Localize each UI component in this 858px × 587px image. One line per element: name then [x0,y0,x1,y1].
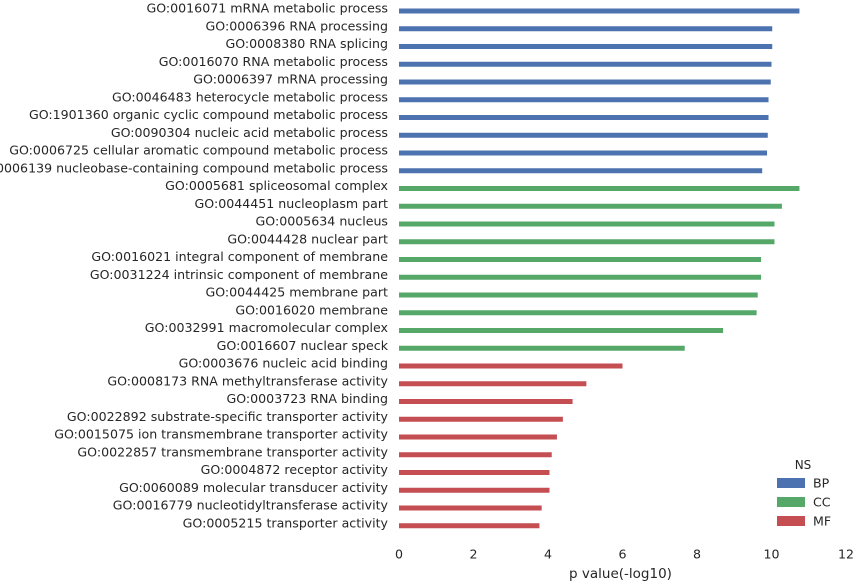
bar-mf [399,381,587,387]
category-label: GO:0032991 macromolecular complex [145,320,389,335]
bars [399,8,800,529]
bar-mf [399,434,557,440]
bar-cc [399,239,775,245]
bar-mf [399,363,623,369]
category-label: GO:0044451 nucleoplasm part [195,196,389,211]
category-label: GO:0016071 mRNA metabolic process [146,1,388,16]
bar-cc [399,328,724,333]
legend-label-cc: CC [813,495,831,510]
category-label: GO:0003676 nucleic acid binding [179,356,388,371]
category-label: GO:0046483 heterocycle metabolic process [112,89,388,104]
bar-cc [399,345,685,351]
bar-bp [399,8,800,14]
bar-cc [399,274,762,280]
category-label: GO:0044428 nuclear part [227,231,388,246]
category-label: GO:0015075 ion transmembrane transporter… [54,427,388,442]
category-label: GO:0006725 cellular aromatic compound me… [9,143,388,158]
x-tick-label: 2 [469,547,477,562]
category-label: GO:0044425 membrane part [205,285,388,300]
bar-bp [399,26,773,32]
category-label: GO:0006139 nucleobase-containing compoun… [0,160,388,175]
x-tick-label: 8 [693,547,701,562]
category-label: GO:0016021 integral component of membran… [91,249,388,264]
bar-cc [399,257,762,262]
x-tick-label: 0 [395,547,403,562]
x-tick-label: 10 [763,547,779,562]
bar-bp [399,97,769,103]
x-axis-title: p value(-log10) [569,566,672,582]
bar-mf [399,416,563,422]
category-label: GO:0090304 nucleic acid metabolic proces… [111,125,388,140]
bar-cc [399,292,758,298]
category-label: GO:0031224 intrinsic component of membra… [90,267,388,282]
bar-mf [399,487,550,493]
bar-cc [399,203,782,209]
category-labels: GO:0016071 mRNA metabolic process GO:0006… [0,1,389,531]
bar-bp [399,150,768,156]
bar-mf [399,399,573,404]
bar-bp [399,79,771,85]
category-label: GO:1901360 organic cyclic compound metab… [29,107,388,122]
bar-bp [399,132,768,138]
bar-mf [399,505,542,511]
x-tick-label: 12 [838,547,854,562]
bar-bp [399,115,769,120]
category-label: GO:0016070 RNA metabolic process [159,54,388,69]
x-axis: 0 2 4 6 8 10 12 [395,547,854,562]
bar-bp [399,61,772,67]
category-label: GO:0016607 nuclear speck [217,338,389,353]
legend-swatch-mf [777,516,805,526]
legend-title: NS [795,458,812,472]
bar-mf [399,470,550,475]
category-label: GO:0016020 membrane [235,302,388,317]
category-label: GO:0006396 RNA processing [206,18,388,33]
category-label: GO:0005215 transporter activity [183,515,389,530]
category-label: GO:0008173 RNA methyltransferase activit… [107,373,388,388]
category-label: GO:0060089 molecular transducer activity [119,480,388,495]
bar-cc [399,221,775,227]
bar-cc [399,310,757,316]
legend-swatch-bp [777,478,805,488]
category-label: GO:0022857 transmembrane transporter act… [77,444,388,459]
legend-label-mf: MF [813,514,831,529]
category-label: GO:0003723 RNA binding [226,391,388,406]
category-label: GO:0008380 RNA splicing [225,36,388,51]
legend-swatch-cc [777,497,805,507]
x-tick-label: 4 [544,547,552,562]
bar-bp [399,168,763,174]
bar-cc [399,186,800,191]
category-label: GO:0004872 receptor activity [201,462,389,477]
category-label: GO:0005681 spliceosomal complex [165,178,388,193]
category-label: GO:0016779 nucleotidyltransferase activi… [113,498,389,513]
bar-bp [399,44,773,49]
category-label: GO:0006397 mRNA processing [193,72,388,87]
bar-mf [399,452,552,458]
category-label: GO:0022892 substrate-specific transporte… [67,409,389,424]
category-label: GO:0005634 nucleus [256,214,388,229]
x-tick-label: 6 [618,547,626,562]
bar-mf [399,523,540,529]
legend-label-bp: BP [813,476,830,491]
